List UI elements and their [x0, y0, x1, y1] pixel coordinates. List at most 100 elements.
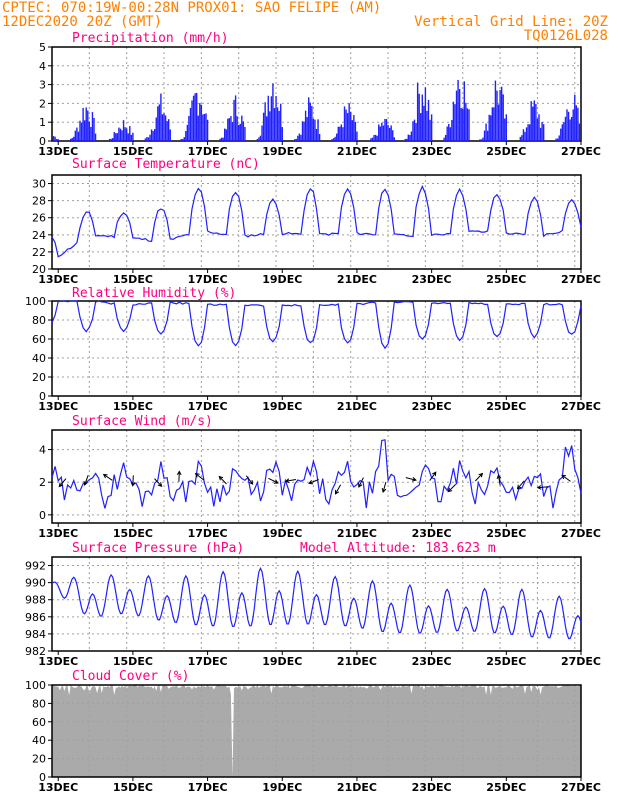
- precip-bar: [108, 138, 111, 141]
- precip-bar: [317, 119, 319, 141]
- precip-bar: [519, 136, 522, 141]
- rh-ytick-label: 80: [32, 314, 46, 327]
- precip-bar: [536, 118, 539, 141]
- precip-bar: [269, 111, 271, 141]
- temp-xtick-label: 23DEC: [412, 273, 452, 286]
- temperature-title: Surface Temperature (nC): [72, 157, 260, 172]
- precip-bar: [311, 106, 313, 141]
- temp-ytick-label: 24: [32, 229, 46, 242]
- precip-bar: [493, 107, 495, 141]
- precip-bar: [378, 124, 380, 141]
- precip-bar: [332, 138, 335, 141]
- cloud-ytick-label: 60: [32, 716, 46, 729]
- precip-bar: [315, 128, 318, 141]
- precip-xtick-label: 15DEC: [113, 145, 153, 158]
- wind-arrow: [561, 474, 571, 482]
- precip-bar: [426, 110, 428, 141]
- precip-bar: [452, 101, 455, 141]
- precip-bar: [200, 104, 203, 141]
- precip-bar: [127, 133, 129, 141]
- precip-bar: [430, 114, 433, 141]
- wind-speed-line: [51, 439, 582, 509]
- precip-bar: [465, 102, 467, 141]
- precip-bar: [231, 122, 234, 141]
- precip-bar: [444, 134, 447, 141]
- precip-bar: [57, 139, 59, 141]
- precip-bar: [388, 127, 391, 141]
- precip-bar: [384, 118, 386, 141]
- precip-bar: [52, 136, 55, 141]
- wind-xtick-label: 13DEC: [38, 527, 78, 540]
- precip-bar: [424, 87, 427, 141]
- precip-bar: [468, 109, 470, 141]
- precip-bar: [392, 130, 394, 141]
- precip-bar: [560, 128, 562, 141]
- precip-bar: [94, 133, 97, 141]
- precip-bar: [153, 129, 156, 141]
- precip-bar: [160, 93, 162, 141]
- precip-bar: [147, 137, 150, 141]
- precip-bar: [298, 133, 301, 141]
- precip-bar: [303, 121, 305, 141]
- wind-arrow: [358, 477, 364, 488]
- precip-xtick-label: 19DEC: [262, 145, 302, 158]
- precip-bar: [528, 124, 531, 141]
- precip-bar: [458, 88, 461, 141]
- precip-bar: [167, 119, 170, 141]
- precip-bar: [301, 121, 304, 141]
- precip-bar: [73, 136, 75, 141]
- precip-bar: [412, 121, 414, 141]
- precip-bar: [242, 121, 245, 141]
- precip-bar: [390, 125, 392, 141]
- rh-ytick-label: 0: [39, 390, 46, 403]
- precip-bar: [343, 106, 346, 141]
- precip-bar: [69, 138, 72, 141]
- precip-bar: [572, 109, 574, 141]
- precip-bar: [485, 123, 487, 141]
- model-altitude-label: Model Altitude: 183.623 m: [300, 541, 496, 556]
- wind-arrow: [516, 480, 525, 490]
- precip-bar: [504, 118, 506, 141]
- precip-bar: [334, 136, 336, 141]
- precip-bar: [164, 115, 167, 141]
- wind-arrow: [447, 484, 457, 493]
- precip-bar: [199, 103, 201, 141]
- precip-bar: [379, 126, 381, 141]
- temperature-panel: Surface Temperature (nC) 20 22 24 26 28 30 13D…: [32, 157, 601, 286]
- rh-xtick-label: 15DEC: [113, 400, 153, 413]
- precip-bar: [350, 111, 352, 141]
- precip-bar: [146, 137, 148, 141]
- precip-bar: [418, 93, 420, 141]
- cloud-xtick-label: 15DEC: [113, 781, 153, 794]
- temp-xtick-label: 15DEC: [113, 273, 153, 286]
- precip-bar: [480, 139, 483, 141]
- temp-xtick-label: 21DEC: [337, 273, 377, 286]
- precip-bar: [385, 119, 388, 141]
- rh-ytick-label: 60: [32, 333, 46, 346]
- precip-bar: [85, 107, 87, 141]
- precip-bar: [500, 86, 503, 141]
- precip-bar: [155, 117, 157, 141]
- precip-bar: [421, 94, 423, 141]
- precip-bar: [499, 89, 501, 141]
- cloud-xtick-label: 19DEC: [262, 781, 302, 794]
- precip-bar: [270, 96, 273, 141]
- precip-bar: [339, 126, 341, 141]
- precip-bar: [348, 103, 350, 141]
- temp-xtick-label: 27DEC: [561, 273, 601, 286]
- precip-bar: [502, 94, 504, 141]
- humidity-line: [51, 300, 582, 350]
- precip-bar: [202, 114, 204, 141]
- precip-bar: [74, 130, 77, 141]
- precip-bar: [482, 137, 484, 141]
- humidity-panel: Relative Humidity (%) 0 20 40 60 80 100 13DEC 1…: [25, 286, 601, 413]
- precip-bar: [115, 133, 117, 141]
- pres-xtick-label: 15DEC: [113, 655, 153, 668]
- precip-bar: [483, 130, 486, 141]
- precip-bar: [340, 124, 343, 141]
- precip-bar: [490, 115, 492, 141]
- precip-bar: [532, 106, 534, 141]
- precip-bar: [575, 105, 578, 141]
- precip-bar: [157, 106, 159, 141]
